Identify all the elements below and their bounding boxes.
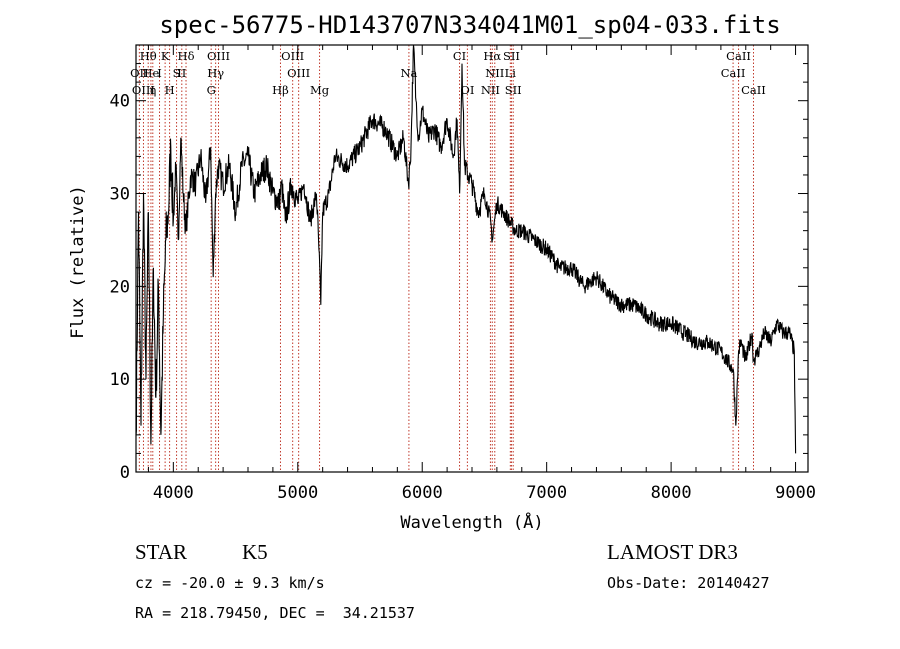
x-tick-label-8000: 8000 [651, 483, 692, 503]
plot-frame [135, 44, 809, 473]
x-tick-label-9000: 9000 [775, 483, 816, 503]
y-tick-label-10: 10 [110, 370, 130, 390]
line-label-8: CaII [726, 49, 751, 63]
line-label-2: Hδ [178, 49, 195, 63]
line-label-13: II [177, 66, 186, 80]
line-label-1: K [161, 49, 170, 63]
y-tick-label-40: 40 [110, 92, 130, 112]
line-markers [138, 45, 754, 472]
line-label-14: Hγ [207, 66, 224, 80]
x-tick-label-5000: 5000 [277, 483, 318, 503]
line-label-15: OIII [287, 66, 310, 80]
line-label-22: H [165, 83, 175, 97]
line-label-20: OIII [132, 83, 155, 97]
obs-date-text: Obs-Date: 20140427 [607, 574, 770, 592]
line-label-7: SII [503, 49, 520, 63]
x-tick-label-6000: 6000 [402, 483, 443, 503]
y-tick-label-20: 20 [110, 277, 130, 297]
x-axis-label: Wavelength (Å) [400, 511, 543, 533]
line-label-18: Li [505, 66, 517, 80]
x-axis-ticks: 4000 5000 6000 7000 8000 9000 [147, 45, 816, 503]
line-label-28: SII [505, 83, 522, 97]
line-label-11: I [157, 66, 162, 80]
coords-text: RA = 218.79450, DEC = 34.21537 [135, 604, 415, 622]
y-tick-label-30: 30 [110, 185, 130, 205]
line-label-27: NII [481, 83, 500, 97]
y-tick-label-0: 0 [120, 463, 130, 483]
line-label-17: NII [485, 66, 504, 80]
survey-name: LAMOST DR3 [607, 540, 738, 564]
y-axis-label: Flux (relative) [68, 185, 88, 339]
chart-title: spec-56775-HD143707N334041M01_sp04-033.f… [159, 11, 780, 39]
line-label-5: CI [453, 49, 466, 63]
redshift-text: cz = -20.0 ± 9.3 km/s [135, 574, 325, 592]
line-label-23: G [207, 83, 216, 97]
line-label-19: CaII [721, 66, 746, 80]
line-label-12: S [173, 66, 181, 80]
line-label-24: Hβ [272, 83, 289, 97]
line-label-29: CaII [741, 83, 766, 97]
x-tick-label-4000: 4000 [153, 483, 194, 503]
y-axis-ticks: 0 10 20 30 40 [110, 63, 808, 483]
line-label-9: OII [130, 66, 149, 80]
spectrum-line [135, 44, 797, 454]
line-label-10: He [143, 66, 160, 80]
line-label-21: η [149, 83, 156, 97]
line-label-4: OIII [281, 49, 304, 63]
line-label-3: OIII [207, 49, 230, 63]
line-label-6: Hα [483, 49, 501, 63]
object-class: STAR [135, 540, 187, 564]
x-tick-label-7000: 7000 [526, 483, 567, 503]
line-label-26: OI [460, 83, 474, 97]
line-label-0: Hθ [140, 49, 157, 63]
object-subclass: K5 [242, 540, 268, 564]
line-label-25: Mg [310, 83, 330, 97]
